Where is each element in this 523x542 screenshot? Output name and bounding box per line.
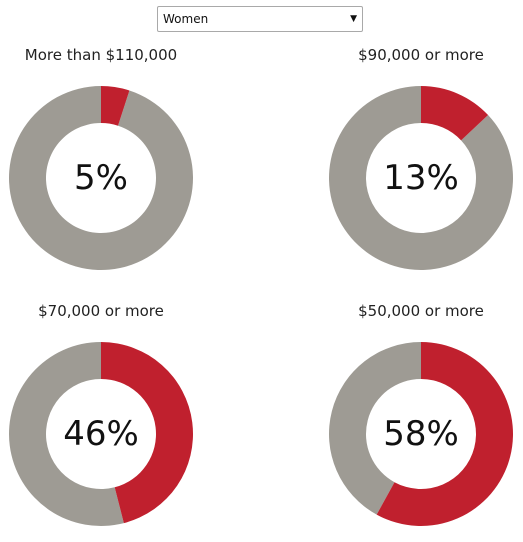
chart-title: $90,000 or more (358, 46, 484, 64)
donut-share-segment (101, 342, 193, 524)
donut-chart-1: More than $110,000 5% (1, 46, 201, 286)
donut-percent-label: 46% (63, 414, 139, 454)
donut-svg: 46% (8, 342, 193, 526)
donut-rest-segment (329, 86, 513, 270)
group-select[interactable]: Women ▼ (157, 6, 363, 32)
donut-percent-label: 58% (383, 414, 459, 454)
donut-rest-segment (329, 342, 421, 515)
donut-percent-label: 5% (74, 158, 128, 198)
donut-share-segment (101, 86, 130, 126)
donut-chart-3: $70,000 or more 46% (1, 302, 201, 542)
donut-chart-2: $90,000 or more 13% (321, 46, 521, 286)
donut-chart-4: $50,000 or more 58% (321, 302, 521, 542)
dropdown-arrow-icon: ▼ (350, 14, 357, 24)
donut-svg: 58% (329, 342, 513, 526)
donut-share-segment (376, 342, 513, 526)
donut-share-segment (421, 86, 489, 141)
donut-svg: 5% (9, 86, 194, 270)
donut-rest-segment (9, 86, 194, 270)
donut-svg: 13% (329, 86, 513, 270)
chart-title: $50,000 or more (358, 302, 484, 320)
donut-rest-segment (8, 342, 124, 526)
chart-title: $70,000 or more (38, 302, 164, 320)
group-select-value: Women (163, 12, 209, 26)
donut-percent-label: 13% (383, 158, 459, 198)
chart-title: More than $110,000 (24, 46, 178, 64)
